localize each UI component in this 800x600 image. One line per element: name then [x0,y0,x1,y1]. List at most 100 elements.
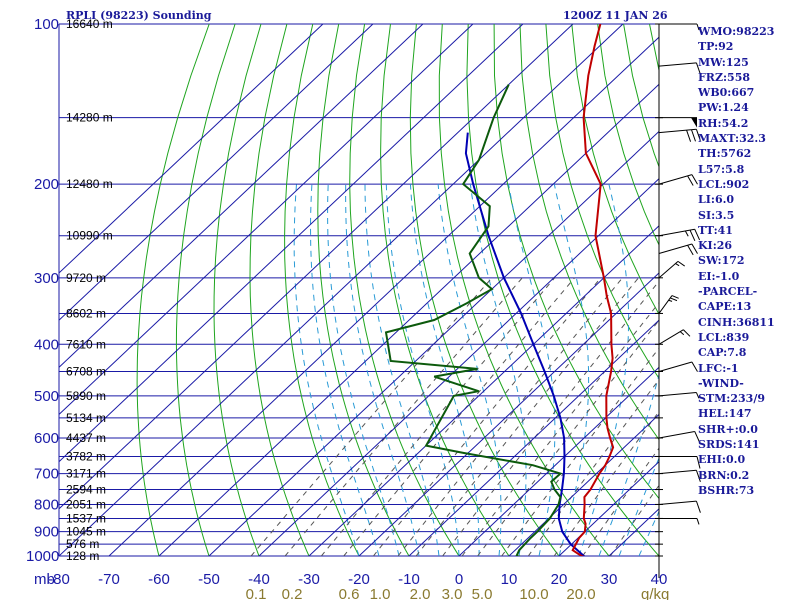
mixing-ratio-line-28 [609,484,659,556]
index-item: SW:172 [698,254,745,268]
wind-barbs [655,23,701,557]
isotherm--40 [258,177,659,556]
pressure-tick-label: 900 [34,524,59,541]
wind-barb [659,117,697,128]
index-item: -PARCEL- [698,285,758,299]
index-item: MAXT:32.3 [698,132,766,146]
moist-adiabat-4 [409,184,480,556]
index-item: CINH:36811 [698,315,775,329]
mixing-ratio-line-1 [373,277,602,556]
moist-adiabat--16 [309,184,380,556]
wind-barb [658,243,698,256]
mixing-ratio-label: 2.0 [410,586,431,600]
temperature-tick-label: -70 [98,571,120,588]
mixing-ratio-line-2 [415,277,639,556]
dry-adiabat-60 [519,24,659,441]
temperature-tick-label: -40 [248,571,270,588]
index-item: EI:-1.0 [698,269,740,283]
temperature-line [571,24,615,556]
height-label: 5134 m [66,411,106,425]
chart-title: RPLI (98223) Sounding [66,9,212,22]
mixing-ratio-line-0.1 [250,277,493,556]
pressure-tick-label: 300 [34,270,59,287]
height-label: 16640 m [66,17,113,31]
height-label: 1045 m [66,525,106,539]
mixing-ratio-line-4 [461,301,659,556]
index-item: SI:3.5 [698,208,735,222]
index-item: CAPE:13 [698,300,752,314]
wind-barb [658,329,691,345]
index-item: LI:6.0 [698,193,735,207]
wind-barb [658,430,701,443]
index-item: RH:54.2 [698,116,749,130]
isotherm--100 [59,24,524,463]
moist-adiabats [293,183,659,556]
index-item: WMO:98223 [698,25,775,38]
isobar-lines [58,23,660,557]
temperature-tick-label: 20 [551,571,568,588]
mixing-ratio-line-14 [553,410,659,556]
height-label: 3171 m [66,467,106,481]
mixing-ratio-unit: g/kg [641,586,669,600]
index-item: L57:5.8 [698,162,745,176]
dry-adiabat-90 [597,24,659,246]
index-item: TH:5762 [698,147,752,161]
isotherm-lines [59,24,659,556]
indices-panel: WMO:98223 TP:92 MW:125 FRZ:558 WB0:667 PW:1.2… [698,24,798,498]
dry-adiabat-30 [438,24,610,556]
moist-adiabat--12 [327,184,400,556]
dry-adiabat--10 [317,24,410,556]
dry-adiabat-50 [493,24,659,500]
height-label: 576 m [66,537,99,551]
temperature-tick-label: -60 [148,571,170,588]
mixing-ratio-label: 0.2 [282,586,303,600]
temperature-tick-label: -10 [398,571,420,588]
mixing-ratio-line-0.2 [284,277,523,556]
wind-barb [658,500,701,513]
temperature-tick-label: 30 [601,571,618,588]
dry-adiabat--20 [284,24,360,556]
isotherm--20 [358,272,659,556]
dry-adiabat-20 [409,24,560,556]
index-item: -WIND- [698,376,744,390]
pressure-tick-label: 200 [34,176,59,193]
height-label: 2594 m [66,483,106,497]
wind-barb [658,392,700,399]
isotherm--110 [59,24,474,416]
moist-adiabat-0 [385,184,460,556]
isotherm--90 [59,24,574,510]
mixing-ratio-line-0.6 [343,277,575,556]
isotherm--60 [158,83,659,556]
temperature-tick-label: 10 [501,571,518,588]
temperature-tick-label: -80 [48,571,70,588]
moist-adiabat-24 [578,183,630,556]
isotherm-20 [558,460,659,556]
index-item: PW:1.24 [698,101,749,115]
index-item: FRZ:558 [698,70,751,84]
wind-barb [658,260,685,279]
isotherm--80 [59,24,624,556]
dry-adiabat-10 [380,24,510,556]
wind-barb [658,228,701,242]
mixing-ratio-label: 0.6 [339,586,360,600]
index-item: LCL:902 [698,177,750,191]
pressure-tick-label: 1000 [26,548,59,565]
wind-barb [658,469,701,483]
pressure-labels: 100 200 300 400 500 600 700 800 900 1000 [26,16,59,565]
dry-adiabat--60 [136,24,210,556]
dry-adiabat--30 [249,24,310,556]
parcel-trace-line [464,132,586,556]
temperature-tick-label: -50 [198,571,220,588]
mixing-ratio-label: 10.0 [519,586,548,600]
height-label: 6708 m [66,365,106,379]
moist-adiabat-36 [638,510,659,556]
height-label: 3782 m [66,449,106,463]
moist-adiabat--20 [293,184,360,556]
isotherm-0 [458,366,659,556]
index-item: SHR+:0.0 [698,422,758,436]
dry-adiabat-70 [545,24,659,380]
index-item: TP:92 [698,40,734,54]
height-label: 128 m [66,549,99,563]
mixing-ratio-label: 20.0 [566,586,595,600]
height-label: 9720 m [66,271,106,285]
